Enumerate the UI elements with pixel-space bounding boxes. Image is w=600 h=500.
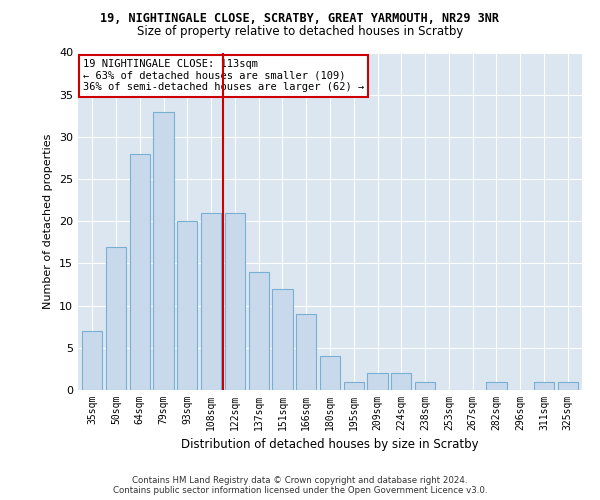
Bar xyxy=(272,289,293,390)
Text: Contains HM Land Registry data © Crown copyright and database right 2024.
Contai: Contains HM Land Registry data © Crown c… xyxy=(113,476,487,495)
Bar xyxy=(177,221,197,390)
Bar xyxy=(154,112,173,390)
Bar xyxy=(557,382,578,390)
Bar xyxy=(82,331,103,390)
Text: 19, NIGHTINGALE CLOSE, SCRATBY, GREAT YARMOUTH, NR29 3NR: 19, NIGHTINGALE CLOSE, SCRATBY, GREAT YA… xyxy=(101,12,499,26)
Bar xyxy=(367,373,388,390)
Bar xyxy=(320,356,340,390)
Bar xyxy=(296,314,316,390)
Bar xyxy=(201,213,221,390)
Bar xyxy=(344,382,364,390)
X-axis label: Distribution of detached houses by size in Scratby: Distribution of detached houses by size … xyxy=(181,438,479,452)
Bar xyxy=(487,382,506,390)
Bar xyxy=(248,272,269,390)
Bar xyxy=(415,382,435,390)
Bar xyxy=(391,373,412,390)
Bar xyxy=(225,213,245,390)
Bar xyxy=(106,246,126,390)
Text: Size of property relative to detached houses in Scratby: Size of property relative to detached ho… xyxy=(137,25,463,38)
Bar xyxy=(534,382,554,390)
Text: 19 NIGHTINGALE CLOSE: 113sqm
← 63% of detached houses are smaller (109)
36% of s: 19 NIGHTINGALE CLOSE: 113sqm ← 63% of de… xyxy=(83,59,364,92)
Y-axis label: Number of detached properties: Number of detached properties xyxy=(43,134,53,309)
Bar xyxy=(130,154,150,390)
